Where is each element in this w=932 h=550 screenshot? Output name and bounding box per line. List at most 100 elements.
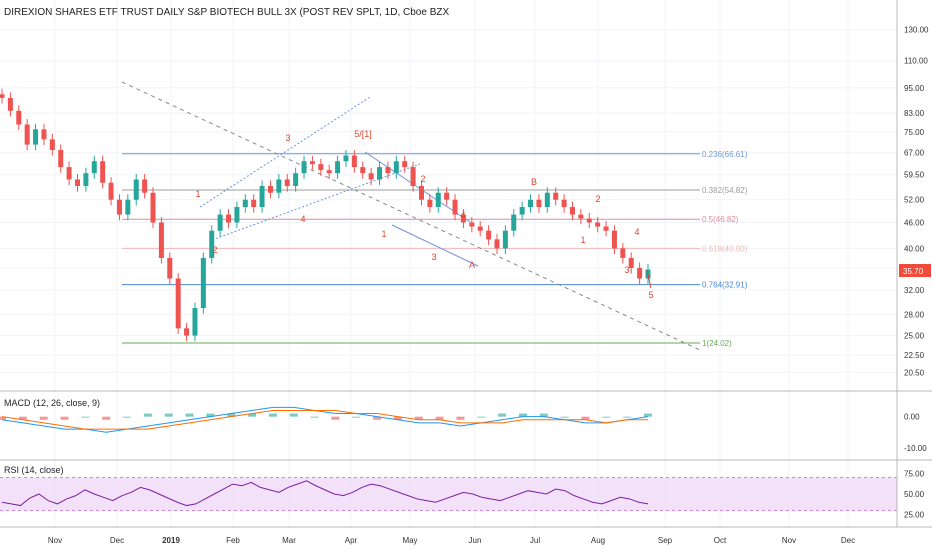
- candle-body: [586, 218, 592, 223]
- fib-level-label: 0.618(40.00): [702, 244, 748, 253]
- wave-label: 2: [212, 245, 217, 255]
- macd-histogram-bar: [435, 416, 444, 420]
- channel-lower-line: [391, 224, 479, 267]
- macd-histogram-bar: [268, 413, 277, 417]
- macd-histogram-bar: [0, 416, 6, 420]
- drawing-tools: [121, 81, 701, 351]
- price-tick-label: 46.00: [904, 218, 925, 227]
- macd-histogram-bar: [289, 413, 298, 417]
- candle-body: [158, 222, 164, 258]
- rsi-line: [1, 480, 649, 507]
- candle-body: [83, 173, 89, 186]
- wedge-upper-line: [199, 96, 371, 208]
- wedge-lower-line: [211, 163, 421, 241]
- candle-body: [486, 230, 492, 240]
- candle-body: [49, 139, 55, 150]
- candle-body: [217, 214, 223, 231]
- time-tick-label: May: [402, 536, 417, 545]
- candle-body: [410, 167, 416, 186]
- time-tick-label: Jul: [530, 536, 540, 545]
- macd-histogram-bar: [310, 416, 319, 418]
- candle-body: [209, 230, 215, 258]
- candle-body: [200, 257, 206, 309]
- rsi-tick-label: 25.00: [904, 511, 925, 520]
- candle-body: [301, 161, 307, 174]
- price-tick-label: 75.00: [904, 128, 925, 137]
- macd-histogram-bar: [164, 413, 173, 417]
- candlestick-series: [0, 88, 651, 342]
- wave-label: 1: [381, 229, 386, 239]
- fib-level-label: 0.5(46.82): [702, 215, 739, 224]
- price-tick-label: 20.50: [904, 368, 925, 377]
- macd-histogram-bar: [206, 413, 215, 417]
- candle-body: [377, 167, 383, 180]
- candle-body: [276, 179, 282, 193]
- time-tick-label: Aug: [591, 536, 605, 545]
- price-tick-label: 52.00: [904, 196, 925, 205]
- macd-histogram-bar: [60, 416, 69, 420]
- macd-histogram-bar: [185, 413, 194, 417]
- fib-level-label: 0.382(54.82): [702, 186, 748, 195]
- wave-label: 3: [624, 265, 629, 275]
- macd-histogram-bar: [39, 416, 48, 420]
- candle-body: [544, 192, 550, 208]
- last-price-badge: [899, 264, 931, 277]
- macd-label: MACD (12, 26, close, 9): [4, 398, 100, 408]
- candle-body: [24, 124, 30, 145]
- wave-label: 2: [420, 174, 425, 184]
- candle-body: [477, 226, 483, 231]
- candle-body: [259, 185, 265, 208]
- wave-label: 3: [285, 133, 290, 143]
- candle-body: [326, 170, 332, 174]
- macd-line: [1, 406, 649, 433]
- candle-body: [100, 161, 106, 183]
- macd-histogram-bar: [102, 416, 111, 420]
- macd-histogram-bar: [456, 416, 465, 420]
- price-tick-label: 83.00: [904, 109, 925, 118]
- candle-body: [318, 164, 324, 171]
- candle-body: [402, 161, 408, 168]
- price-tick-label: 130.00: [904, 26, 929, 35]
- macd-panel: 0.00 -10.00: [0, 406, 927, 453]
- fib-level-label: 1(24.02): [702, 339, 732, 348]
- fib-level-label: 0.764(32.91): [702, 281, 748, 290]
- downtrend-dashed-line: [121, 81, 701, 351]
- price-tick-label: 28.00: [904, 311, 925, 320]
- macd-tick-label: -10.00: [904, 444, 927, 453]
- macd-histogram-bar: [81, 416, 90, 418]
- candle-body: [108, 182, 114, 200]
- macd-histogram-bar: [581, 416, 590, 420]
- candle-body: [33, 129, 39, 145]
- wave-label: 2: [595, 194, 600, 204]
- macd-tick-label: 0.00: [904, 413, 920, 422]
- candle-body: [469, 222, 475, 227]
- candle-body: [360, 167, 366, 174]
- candle-body: [0, 94, 5, 98]
- time-tick-label: Oct: [714, 536, 727, 545]
- wave-label: 3: [431, 252, 436, 262]
- macd-histogram-bar: [623, 416, 632, 418]
- fib-level-label: 0.236(66.61): [702, 150, 748, 159]
- candle-body: [569, 207, 575, 215]
- candle-body: [418, 185, 424, 200]
- candle-body: [427, 199, 433, 208]
- macd-histogram-bar: [602, 416, 611, 418]
- candle-body: [167, 257, 173, 279]
- price-tick-label: 67.00: [904, 149, 925, 158]
- candle-body: [142, 179, 148, 193]
- candle-body: [41, 129, 47, 140]
- wave-label: 4: [300, 214, 305, 224]
- macd-histogram-bar: [18, 416, 27, 420]
- candle-body: [175, 278, 181, 329]
- macd-signal-line: [1, 409, 648, 430]
- candle-body: [7, 97, 13, 111]
- wave-label: 5/[1]: [354, 129, 372, 139]
- channel-upper-line: [364, 151, 471, 223]
- candle-body: [75, 179, 81, 186]
- macd-histogram-bar: [498, 413, 507, 417]
- wave-label: B: [531, 177, 537, 187]
- candle-body: [553, 192, 559, 200]
- candle-body: [368, 173, 374, 180]
